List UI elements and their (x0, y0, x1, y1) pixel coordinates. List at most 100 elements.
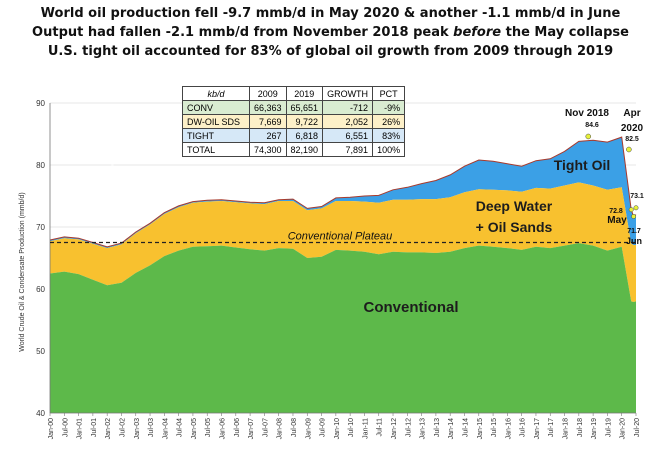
x-tick-label: Jul-07 (262, 418, 269, 437)
y-tick-label: 70 (36, 223, 45, 232)
annotation-value: 72.8 (609, 208, 623, 215)
x-tick-label: Jan-15 (477, 418, 484, 440)
table-row: CONV 66,363 65,651 -712 -9% (182, 100, 406, 115)
total-production-line (49, 136, 637, 248)
table-cell: 74,300 (249, 142, 287, 157)
oil-sands-label: + Oil Sands (476, 219, 553, 235)
x-tick-label: Jan-09 (305, 418, 312, 440)
chart-titles: World oil production fell -9.7 mmb/d in … (0, 4, 661, 61)
tight-oil-label: Tight Oil (554, 157, 611, 173)
x-tick-label: Jan-11 (362, 418, 369, 439)
table-row: DW-OIL SDS 7,669 9,722 2,052 26% (182, 114, 406, 129)
x-tick-label: Jan-08 (277, 418, 284, 440)
y-tick-label: 90 (36, 99, 45, 108)
x-tick-label: Jan-12 (391, 418, 398, 440)
subtitle-1-part-a: Output had fallen -2.1 mmb/d from Novemb… (32, 25, 454, 40)
x-tick-label: Jul-03 (148, 418, 155, 437)
tight-oil-area (50, 137, 636, 249)
x-tick-label: Jan-03 (134, 418, 141, 440)
subtitle-1-emphasis: before (453, 25, 502, 40)
x-tick-label: Jan-01 (77, 418, 84, 440)
peak-marker (626, 146, 632, 153)
x-tick-label: Jul-13 (434, 418, 441, 437)
table-cell: TOTAL (182, 142, 250, 157)
x-tick-label: Jul-02 (119, 418, 126, 437)
table-header: PCT (372, 86, 406, 101)
y-axis-label: World Crude Oil & Condensate Production … (19, 192, 26, 351)
annotation-value: 71.7 (627, 228, 641, 235)
table-cell: 66,363 (249, 100, 287, 115)
x-tick-label: Jul-12 (405, 418, 412, 437)
table-header: 2009 (249, 86, 287, 101)
table-row: TIGHT 267 6,818 6,551 83% (182, 128, 406, 143)
x-tick-label: Jan-00 (48, 418, 55, 440)
peak-marker (633, 205, 639, 211)
peak-marker (631, 214, 637, 219)
x-tick-label: Jan-04 (162, 418, 169, 440)
table-cell: 9,722 (285, 114, 324, 129)
table-cell: 7,669 (249, 114, 287, 129)
x-tick-label: Jul-10 (348, 418, 355, 437)
x-tick-label: Jul-14 (462, 418, 469, 437)
x-tick-label: Jul-09 (320, 418, 327, 437)
annotation-label: May (607, 215, 627, 226)
annotation-label: Apr (623, 108, 640, 119)
x-tick-label: Jul-00 (62, 418, 69, 437)
table-cell: 6,818 (285, 128, 324, 143)
growth-table: kb/d 2009 2019 GROWTH PCT CONV 66,363 65… (182, 86, 406, 157)
plateau-label: Conventional Plateau (288, 231, 393, 243)
x-tick-label: Jan-17 (534, 418, 541, 440)
x-tick-label: Jul-01 (91, 418, 98, 437)
x-tick-label: Jul-04 (177, 418, 184, 437)
table-cell: 6,551 (322, 128, 374, 143)
x-tick-label: Jan-13 (420, 418, 427, 440)
annotation-label: Nov 2018 (565, 108, 609, 119)
y-tick-label: 50 (36, 347, 45, 356)
table-cell: -9% (372, 100, 406, 115)
x-tick-label: Jul-05 (205, 418, 212, 437)
chart-title: World oil production fell -9.7 mmb/d in … (40, 6, 621, 21)
table-cell: 100% (372, 142, 406, 157)
x-tick-label: Jul-19 (605, 418, 612, 437)
x-tick-label: Jul-06 (234, 418, 241, 437)
table-header-row: kb/d 2009 2019 GROWTH PCT (182, 86, 406, 101)
x-tick-label: Jul-15 (491, 418, 498, 437)
y-tick-label: 40 (36, 409, 45, 418)
table-cell: 26% (372, 114, 406, 129)
peak-marker (628, 207, 634, 213)
annotation-value: 73.1 (630, 193, 644, 200)
x-tick-label: Jan-05 (191, 418, 198, 440)
peak-marker (585, 133, 592, 140)
table-cell: 2,052 (322, 114, 374, 129)
chart-subtitle-2: U.S. tight oil accounted for 83% of glob… (47, 44, 614, 59)
x-tick-label: Jan-16 (505, 418, 512, 440)
chart-subtitle-1: Output had fallen -2.1 mmb/d from Novemb… (0, 23, 661, 42)
x-tick-label: Jul-11 (377, 418, 384, 437)
table-cell: 7,891 (322, 142, 374, 157)
annotation-value: 84.6 (585, 122, 599, 129)
x-tick-label: Jan-02 (105, 418, 112, 440)
x-tick-label: Jan-19 (591, 418, 598, 440)
x-tick-label: Jul-18 (577, 418, 584, 437)
table-header: GROWTH (322, 86, 374, 101)
deepwater-label: Deep Water (476, 198, 553, 214)
x-tick-label: Jan-20 (620, 418, 627, 440)
table-header: kb/d (182, 86, 250, 101)
x-tick-label: Jul-17 (548, 418, 555, 437)
x-tick-label: Jan-10 (334, 418, 341, 440)
table-cell: 82,190 (285, 142, 324, 157)
x-tick-label: Jan-06 (220, 418, 227, 440)
x-tick-label: Jan-07 (248, 418, 255, 440)
x-tick-label: Jul-20 (634, 418, 641, 437)
table-row: TOTAL 74,300 82,190 7,891 100% (182, 142, 406, 157)
table-cell: 267 (249, 128, 287, 143)
watermark: artberman.com (66, 161, 293, 191)
y-tick-label: 80 (36, 161, 45, 170)
y-tick-label: 60 (36, 285, 45, 294)
subtitle-1-part-b: the May collapse (501, 25, 629, 40)
conventional-label: Conventional (363, 299, 458, 316)
table-cell: CONV (182, 100, 250, 115)
x-tick-label: Jan-14 (448, 418, 455, 440)
annotation-label: 2020 (621, 123, 644, 134)
